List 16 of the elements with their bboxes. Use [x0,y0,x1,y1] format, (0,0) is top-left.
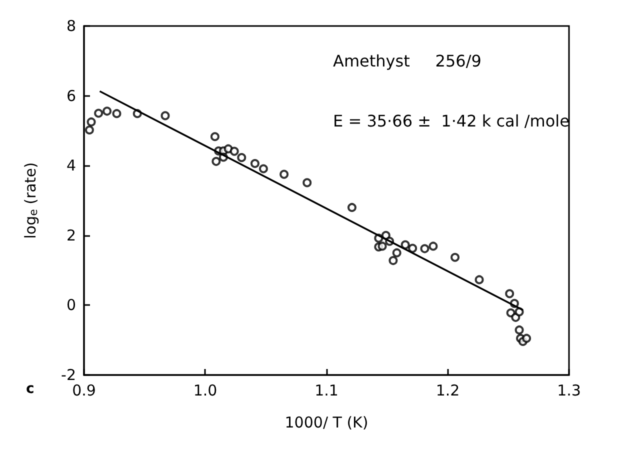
y-tick-label: 2 [66,226,76,244]
annotation: E = 35·66 ± 1·42 k cal /mole [333,112,570,130]
y-tick-label: 8 [66,17,76,35]
annotation: Amethyst 256/9 [333,52,482,70]
x-tick-label: 0.9 [72,382,96,400]
x-tick-label: 1.1 [314,382,338,400]
x-tick-label: 1.0 [193,382,218,400]
x-axis-title: 1000/ T (K) [284,414,368,432]
text: c [26,381,34,397]
y-tick-label: 0 [66,296,76,314]
x-tick-label: 1.2 [436,382,460,400]
y-tick-label: -2 [61,366,76,384]
x-tick-label: 1.3 [557,382,581,400]
y-tick-label: 4 [66,156,76,175]
y-tick-label: 6 [66,86,76,105]
y-axis-title: loge (rate) [22,162,40,239]
